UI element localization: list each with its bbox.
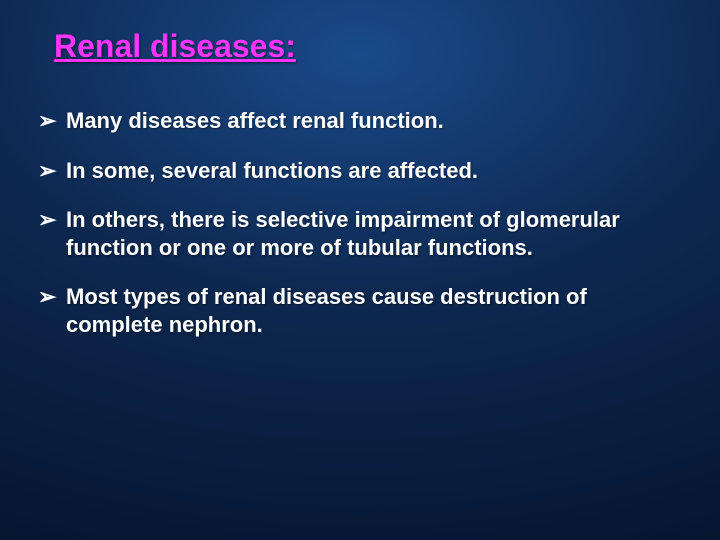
bullet-icon: ➢ (38, 107, 66, 135)
list-item: ➢ In some, several functions are affecte… (38, 157, 682, 185)
bullet-icon: ➢ (38, 157, 66, 185)
bullet-icon: ➢ (38, 206, 66, 234)
list-item: ➢ Most types of renal diseases cause des… (38, 283, 682, 338)
bullet-text: In others, there is selective impairment… (66, 206, 682, 261)
bullet-list: ➢ Many diseases affect renal function. ➢… (38, 107, 682, 338)
list-item: ➢ In others, there is selective impairme… (38, 206, 682, 261)
bullet-text: Most types of renal diseases cause destr… (66, 283, 682, 338)
slide-title: Renal diseases: (54, 28, 682, 65)
bullet-text: Many diseases affect renal function. (66, 107, 444, 135)
bullet-text: In some, several functions are affected. (66, 157, 478, 185)
list-item: ➢ Many diseases affect renal function. (38, 107, 682, 135)
bullet-icon: ➢ (38, 283, 66, 311)
